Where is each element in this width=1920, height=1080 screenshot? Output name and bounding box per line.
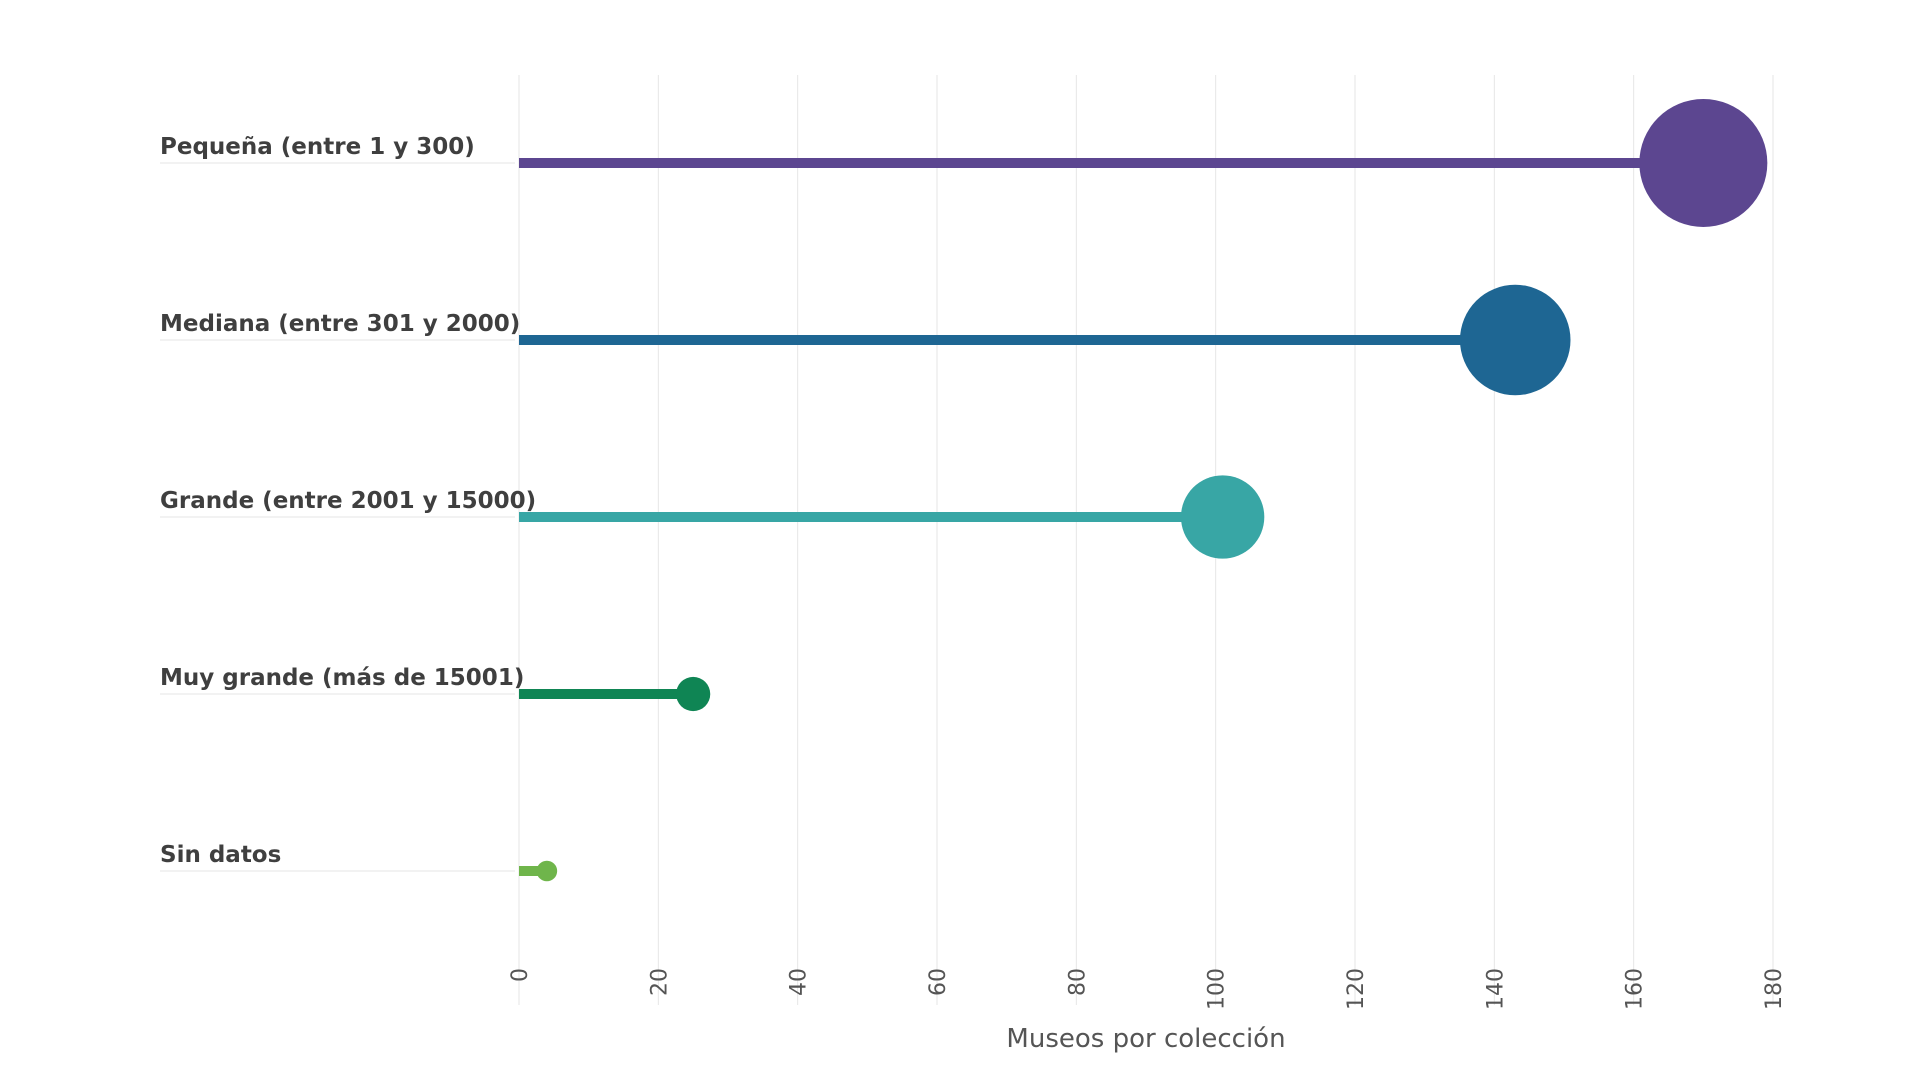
lollipop-dot: [1459, 284, 1571, 396]
x-tick-label: 60: [926, 968, 951, 996]
lollipop-marks: [519, 99, 1768, 882]
lollipop-dot: [676, 676, 711, 712]
x-tick-label: 180: [1762, 968, 1787, 1010]
row-baselines: [160, 162, 515, 872]
x-tick-labels: 0 20 40 60 80 100 120 140 160 180: [508, 968, 1787, 1010]
x-tick-label: 0: [508, 968, 533, 982]
x-tick-label: 160: [1623, 968, 1648, 1010]
lollipop-dot: [1639, 99, 1768, 227]
lollipop-dot: [1180, 475, 1265, 559]
category-label: Grande (entre 2001 y 15000): [160, 488, 536, 514]
x-tick-label: 140: [1483, 968, 1508, 1010]
category-labels: Pequeña (entre 1 y 300) Mediana (entre 30…: [160, 134, 536, 868]
category-label: Muy grande (más de 15001): [160, 665, 524, 691]
x-tick-label: 40: [787, 968, 812, 996]
x-tick-label: 120: [1344, 968, 1369, 1010]
category-label: Mediana (entre 301 y 2000): [160, 311, 520, 337]
category-label: Sin datos: [160, 842, 281, 868]
x-axis-title: Museos por colección: [1006, 1024, 1285, 1054]
x-tick-label: 100: [1205, 968, 1230, 1010]
x-tick-label: 20: [647, 968, 672, 996]
x-tick-label: 80: [1065, 968, 1090, 996]
grid-layer: [518, 75, 1774, 1005]
category-label: Pequeña (entre 1 y 300): [160, 134, 475, 160]
lollipop-dot: [536, 860, 558, 882]
